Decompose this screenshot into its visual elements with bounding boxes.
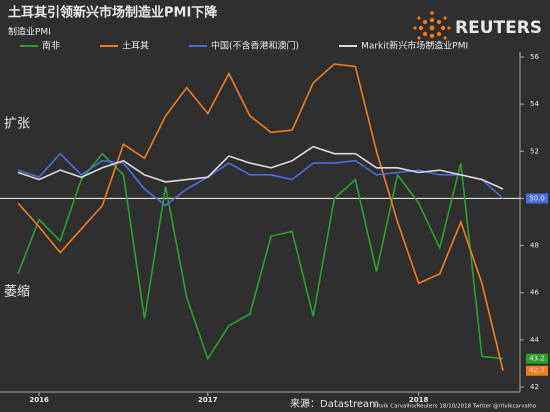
series-line <box>17 152 504 207</box>
x-tick-label: 2017 <box>198 396 218 404</box>
legend-label: Markit新兴市场制造业PMI <box>361 40 468 52</box>
y-tick-label: 56 <box>530 53 539 61</box>
y-tick-label: 42 <box>530 383 539 391</box>
annotation: 扩张 <box>4 117 30 132</box>
value-box-label: 50.0 <box>529 194 545 202</box>
legend-label: 南非 <box>42 40 60 52</box>
series-line <box>17 145 504 190</box>
credit: Ritvik Carvalho/Reuters 18/10/2018 Twitt… <box>373 404 537 410</box>
end-label: 42.7 <box>529 367 545 375</box>
x-tick-label: 2016 <box>29 396 49 404</box>
source: 来源：Datastream <box>290 397 379 410</box>
logo-mark <box>413 11 451 45</box>
y-tick-label: 54 <box>530 100 539 108</box>
x-tick-label: 2018 <box>409 396 429 404</box>
annotation: 萎缩 <box>4 284 30 300</box>
subtitle: 制造业PMI <box>8 26 51 38</box>
series-line <box>17 63 504 371</box>
y-tick-label: 48 <box>530 242 539 250</box>
y-tick-label: 52 <box>530 147 539 155</box>
logo-text: REUTERS <box>455 18 542 38</box>
end-label-box <box>526 353 548 364</box>
end-label: 43.2 <box>529 355 545 363</box>
legend-label: 中国(不含香港和澳门) <box>211 40 299 52</box>
y-tick-label: 44 <box>530 336 539 344</box>
legend-label: 土耳其 <box>122 40 149 52</box>
series-line <box>17 152 504 361</box>
value-box <box>526 193 548 204</box>
chart-title: 土耳其引领新兴市场制造业PMI下降 <box>8 5 218 21</box>
y-tick-label: 46 <box>530 289 539 297</box>
end-label-box <box>526 365 548 376</box>
